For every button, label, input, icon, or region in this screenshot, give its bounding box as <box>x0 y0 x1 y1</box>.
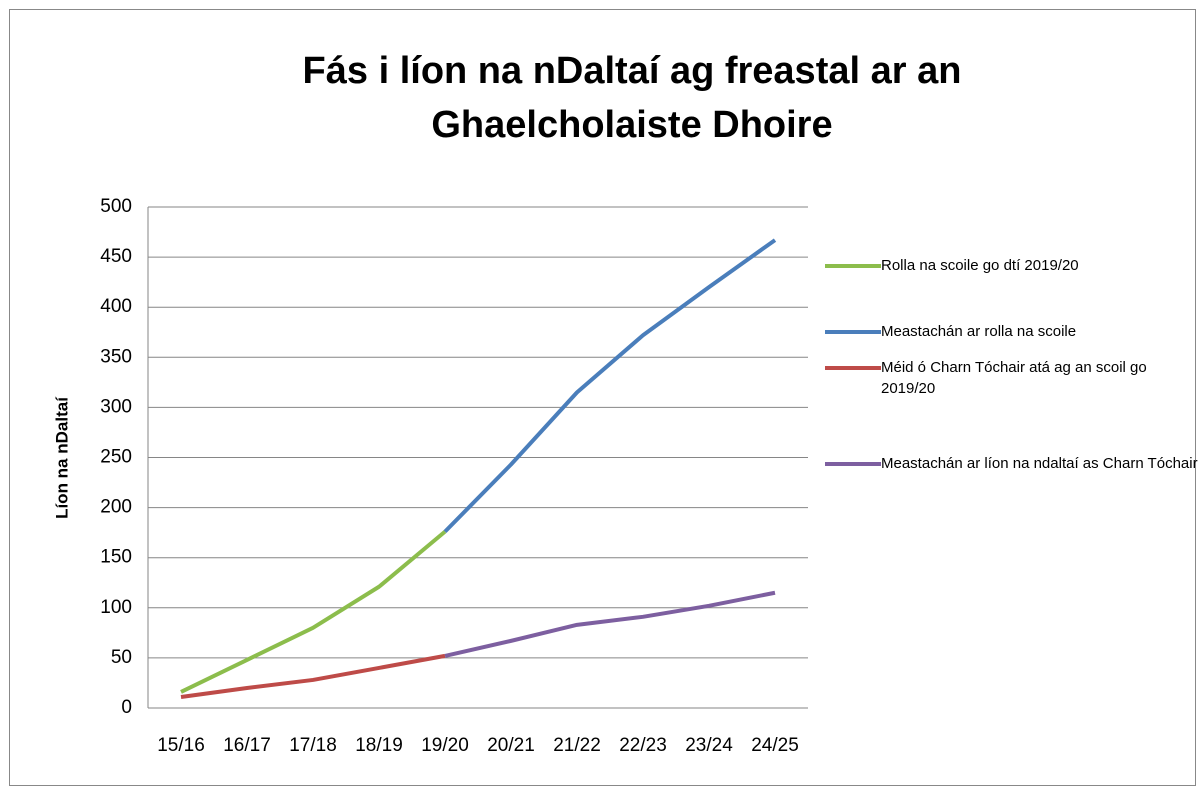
x-tick-label: 16/17 <box>223 735 271 756</box>
y-tick-label: 500 <box>100 196 132 217</box>
legend-swatch <box>825 330 881 334</box>
legend-item: Meastachán ar líon na ndaltaí as Charn T… <box>825 453 1200 474</box>
legend-label: Rolla na scoile go dtí 2019/20 <box>881 257 1079 274</box>
legend-item: Méid ó Charn Tóchair atá ag an scoil go … <box>825 357 1200 399</box>
y-tick-label: 450 <box>100 246 132 267</box>
x-tick-label: 23/24 <box>685 735 733 756</box>
legend-item: Meastachán ar rolla na scoile <box>825 321 1200 342</box>
legend-swatch <box>825 264 881 268</box>
legend-label: Meastachán ar líon na ndaltaí as Charn T… <box>881 455 1198 472</box>
legend-label: Méid ó Charn Tóchair atá ag an scoil go … <box>881 359 1147 397</box>
y-tick-label: 250 <box>100 447 132 468</box>
legend-item: Rolla na scoile go dtí 2019/20 <box>825 255 1200 276</box>
x-tick-label: 22/23 <box>619 735 667 756</box>
series-line <box>180 653 446 699</box>
legend-swatch <box>825 462 881 466</box>
y-tick-label: 50 <box>111 647 132 668</box>
chart-border <box>9 9 1196 786</box>
y-tick-label: 150 <box>100 547 132 568</box>
chart-title: Fás i líon na nDaltaí ag freastal ar an … <box>302 50 962 146</box>
y-tick-label: 200 <box>100 497 132 518</box>
series-line <box>444 590 776 658</box>
y-tick-label: 0 <box>121 697 132 718</box>
x-tick-label: 19/20 <box>421 735 469 756</box>
y-axis-label: Líon na nDaltaí <box>52 396 71 519</box>
x-tick-label: 18/19 <box>355 735 403 756</box>
legend-label: Meastachán ar rolla na scoile <box>881 323 1077 340</box>
x-tick-label: 17/18 <box>289 735 337 756</box>
series-line <box>443 238 777 534</box>
x-tick-label: 21/22 <box>553 735 601 756</box>
x-tick-label: 15/16 <box>157 735 205 756</box>
legend-swatch <box>825 366 881 370</box>
y-tick-label: 300 <box>100 396 132 417</box>
y-tick-label: 400 <box>100 296 132 317</box>
x-tick-label: 24/25 <box>751 735 799 756</box>
y-tick-label: 350 <box>100 346 132 367</box>
series-line <box>180 530 447 694</box>
y-tick-label: 100 <box>100 597 132 618</box>
x-tick-label: 20/21 <box>487 735 535 756</box>
